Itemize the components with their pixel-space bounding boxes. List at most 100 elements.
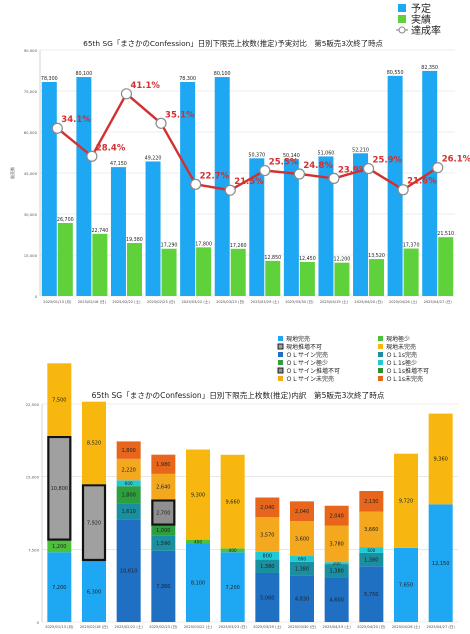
planned-bar — [110, 167, 126, 296]
stack-segment — [324, 577, 349, 622]
stack-segment — [255, 572, 280, 622]
chart2-x-tick: 2025/03/30 (日) — [288, 625, 317, 629]
stack-segment — [428, 413, 453, 505]
actual-bar-label: 12,200 — [334, 257, 351, 263]
stack-segment — [116, 503, 141, 520]
stack-segment-label: 2,700 — [156, 510, 170, 516]
stack-segment-label: 7,650 — [399, 583, 413, 589]
stack-segment — [116, 480, 141, 487]
stack-segment-label: 4,830 — [295, 596, 309, 602]
actual-bar — [161, 248, 177, 296]
chart2-y-tick: 0 — [37, 620, 40, 625]
chart1-x-tick: 2025/02/23 (日) — [147, 300, 176, 304]
legend1-swatch — [398, 4, 406, 12]
legend2-label: 現地極少 — [386, 335, 410, 343]
stack-segment — [359, 552, 384, 567]
stack-segment — [47, 552, 72, 622]
legend2-swatch — [278, 352, 283, 357]
stack-segment — [428, 504, 453, 622]
actual-bar-label: 21,510 — [437, 231, 454, 237]
achievement-label: 23.9% — [338, 165, 368, 175]
legend2-swatch — [278, 336, 283, 341]
stack-segment — [220, 454, 245, 549]
planned-bar-label: 78,300 — [41, 76, 58, 82]
chart2-x-tick: 2025/04/26 (土) — [392, 624, 421, 629]
chart2-x-tick: 2025/02/22 (土) — [115, 624, 144, 629]
legend2-label: ＯＬサイン極少 — [286, 359, 328, 367]
planned-vs-actual-chart: 65th SG「まさかのConfession」日別下限売上枚数(推定)予実対比 … — [9, 2, 470, 304]
achievement-point — [362, 162, 375, 175]
legend2-swatch — [378, 352, 383, 357]
stack-segment-label: 2,040 — [330, 513, 344, 519]
stack-segment-label: 600 — [125, 481, 133, 486]
stack-segment-label: 9,720 — [399, 499, 413, 505]
stack-segment — [290, 556, 314, 562]
stack-segment — [151, 525, 176, 536]
chart2-x-tick: 2025/04/27 (日) — [427, 625, 456, 629]
chart2-x-tick: 2025/02/16 (日) — [80, 625, 109, 629]
legend1-label: 予定 — [411, 2, 431, 15]
achievement-point — [190, 178, 202, 190]
achievement-label: 41.1% — [130, 81, 160, 91]
planned-bar-label: 80,100 — [214, 71, 231, 77]
achievement-label: 24.8% — [303, 161, 333, 171]
planned-bar-label: 52,210 — [352, 147, 369, 153]
stack-segment-label: 1,380 — [295, 566, 309, 572]
achievement-point — [224, 184, 236, 196]
stack-segment — [116, 519, 141, 622]
stack-segment-label: 9,360 — [434, 457, 448, 463]
stack-segment — [359, 511, 384, 548]
stack-segment — [151, 550, 176, 622]
chart1-x-tick: 2025/03/29 (土) — [251, 299, 280, 304]
legend2-label: ＯＬ1s推増不可 — [386, 367, 429, 375]
stack-segment-label: 7,360 — [156, 584, 170, 590]
chart2-y-tick: 7,500 — [28, 547, 39, 552]
legend2-label: 現地推増不可 — [286, 343, 322, 351]
planned-bar-label: 49,220 — [145, 155, 162, 161]
achievement-label: 28.4% — [96, 143, 126, 153]
achievement-point — [328, 172, 340, 185]
planned-bar-label: 78,300 — [179, 76, 196, 82]
planned-bar — [76, 77, 92, 296]
stack-segment-label: 2,130 — [364, 499, 378, 505]
legend2-label: ＯＬサイン未完売 — [286, 375, 334, 383]
actual-bar-label: 17,370 — [403, 243, 420, 249]
stack-segment-label: 1,380 — [330, 569, 344, 575]
actual-bar-label: 12,450 — [299, 256, 316, 262]
stack-segment-label: 8,100 — [191, 581, 205, 587]
chart2-x-tick: 2025/01/13 (月) — [45, 624, 74, 629]
chart1-x-tick: 2025/04/26 (土) — [389, 299, 418, 304]
achievement-point — [155, 117, 167, 129]
stack-segment-label: 2,220 — [122, 467, 136, 473]
stack-segment — [151, 473, 176, 500]
stack-segment — [116, 441, 141, 459]
stack-segment — [255, 551, 280, 560]
stack-segment-label: 3,600 — [295, 536, 309, 542]
chart1-x-tick: 2025/03/30 (日) — [285, 300, 314, 304]
stack-segment-label: 9,300 — [191, 492, 205, 498]
stack-segment — [255, 517, 280, 552]
stack-segment-label: 2,640 — [156, 484, 170, 490]
stack-segment — [116, 458, 141, 481]
achievement-point — [397, 184, 409, 196]
actual-bar-label: 13,520 — [368, 253, 385, 259]
planned-bar — [249, 158, 265, 296]
actual-bar — [403, 248, 419, 296]
stack-segment-label: 1,800 — [122, 493, 136, 499]
actual-bar-label: 26,700 — [57, 217, 74, 223]
chart1-x-tick: 2025/03/22 (土) — [181, 299, 210, 304]
chart2-x-tick: 2025/03/23 (日) — [219, 625, 248, 629]
legend2-swatch — [277, 367, 284, 374]
stack-segment — [290, 501, 314, 522]
planned-bar — [422, 70, 438, 296]
planned-bar-label: 50,140 — [283, 153, 300, 159]
chart2-x-tick: 2025/03/22 (土) — [184, 624, 213, 629]
planned-bar — [145, 161, 161, 296]
legend2-swatch — [378, 344, 383, 349]
legend1-label: 達成率 — [411, 24, 441, 37]
stack-segment-label: 7,200 — [226, 585, 240, 591]
stack-segment — [220, 548, 245, 553]
legend2-label: ＯＬサイン推増不可 — [286, 367, 340, 375]
stack-segment — [186, 539, 210, 544]
chart1-x-tick: 2025/01/13 (月) — [43, 299, 72, 304]
